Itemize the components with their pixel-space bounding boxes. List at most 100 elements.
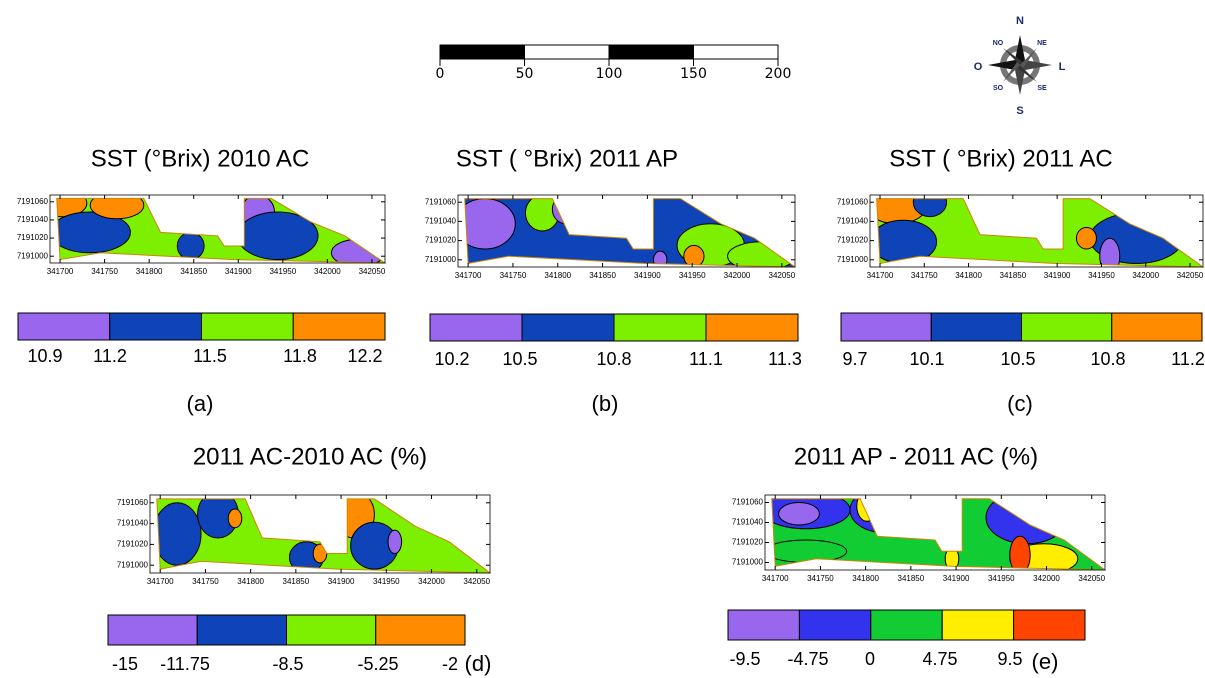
- legend-label: 9.5: [997, 649, 1022, 669]
- compass-northwest: NO: [993, 40, 1004, 47]
- legend-label: 9.7: [842, 349, 867, 369]
- legend-swatch: [109, 312, 202, 341]
- legend-swatch: [727, 609, 800, 641]
- legend-swatch: [870, 609, 943, 641]
- x-tick-label: 341800: [237, 577, 264, 586]
- x-tick-label: 342050: [359, 267, 386, 276]
- legend-swatch: [201, 312, 294, 341]
- y-tick-label: 7191040: [732, 518, 764, 527]
- legend-swatch: [107, 614, 198, 646]
- scale-bar-segment: [524, 44, 610, 60]
- x-tick-label: 341900: [634, 271, 661, 280]
- x-tick-label: 341850: [898, 574, 925, 583]
- contour-zone: [89, 198, 145, 220]
- x-tick-label: 342000: [418, 577, 445, 586]
- legend-label: 10.5: [1000, 349, 1035, 369]
- scale-bar-label: 150: [680, 66, 707, 82]
- x-tick-label: 341850: [1000, 271, 1027, 280]
- legend-label: -9.5: [729, 649, 760, 669]
- legend-label: 11.5: [193, 346, 227, 366]
- contour-zone: [778, 502, 820, 526]
- scale-bar-segment: [608, 44, 694, 60]
- x-tick-label: 341800: [955, 271, 982, 280]
- contour-zone: [856, 498, 878, 522]
- x-tick-label: 341950: [373, 577, 400, 586]
- legend-swatch: [705, 313, 799, 342]
- contour-zone: [1009, 535, 1031, 570]
- y-tick-label: 7191000: [425, 255, 457, 264]
- legend-swatch: [941, 609, 1015, 641]
- panel-title: 2011 AP - 2011 AC (%): [794, 443, 1038, 470]
- y-tick-label: 7191040: [425, 217, 457, 226]
- legend-label: -5.25: [357, 654, 398, 674]
- panel-title: SST (°Brix) 2010 AC: [91, 145, 310, 172]
- contour-zone: [1135, 201, 1171, 225]
- y-tick-label: 7191000: [732, 558, 764, 567]
- scale-bar-segment: [693, 44, 779, 60]
- legend-label: 10.8: [1090, 349, 1125, 369]
- y-tick-label: 7191020: [837, 236, 869, 245]
- legend-swatch: [1021, 312, 1113, 342]
- legend-label: -11.75: [160, 654, 210, 674]
- legend-label: 11.3: [768, 349, 802, 369]
- legend-swatch: [613, 313, 707, 342]
- legend-label: 11.2: [93, 346, 127, 366]
- scale-bar-segment: [439, 44, 525, 60]
- x-tick-label: 341900: [1044, 271, 1071, 280]
- x-tick-label: 341700: [147, 577, 174, 586]
- legend-swatch: [286, 614, 377, 646]
- contour-zone: [312, 543, 328, 564]
- field-border: [156, 498, 492, 574]
- panel-letter: (d): [465, 651, 492, 676]
- scale-bar-label: 100: [596, 66, 623, 82]
- y-tick-label: 7191020: [17, 233, 49, 242]
- legend-swatch: [798, 609, 872, 641]
- compass-east: L: [1059, 61, 1066, 73]
- compass-southwest: SO: [993, 85, 1004, 92]
- scale-bar-label: 0: [436, 66, 445, 82]
- legend-swatch: [1111, 312, 1203, 342]
- x-tick-label: 342000: [314, 267, 341, 276]
- panel-title: SST ( °Brix) 2011 AC: [889, 145, 1112, 172]
- y-tick-label: 7191060: [732, 498, 764, 507]
- y-tick-label: 7191060: [425, 197, 457, 206]
- panel-letter: (a): [187, 391, 214, 416]
- field-border: [464, 198, 797, 268]
- compass: N S L O NE NO SE SO: [974, 15, 1066, 117]
- contour-map: [156, 498, 490, 573]
- x-tick-label: 341850: [283, 577, 310, 586]
- y-tick-label: 7191060: [837, 197, 869, 206]
- panel-title: SST ( °Brix) 2011 AP: [456, 145, 678, 172]
- map-frame: [764, 494, 1106, 571]
- y-tick-label: 7191020: [732, 538, 764, 547]
- contour-zone: [1075, 226, 1097, 250]
- x-tick-label: 341750: [500, 271, 527, 280]
- contour-zone: [464, 198, 516, 250]
- contour-map: [464, 198, 795, 267]
- field-border: [771, 498, 1107, 571]
- legend-swatch: [840, 312, 932, 342]
- contour-zone: [1099, 237, 1121, 267]
- x-tick-label: 341950: [679, 271, 706, 280]
- x-tick-label: 341700: [455, 271, 482, 280]
- legend-label: -15: [112, 654, 138, 674]
- legend-swatch: [17, 312, 111, 341]
- contour-zone: [56, 211, 131, 254]
- x-tick-label: 341850: [180, 267, 207, 276]
- x-tick-label: 342000: [1033, 574, 1060, 583]
- contour-zone: [771, 539, 848, 563]
- contour-map: [771, 498, 1105, 570]
- x-tick-label: 341750: [911, 271, 938, 280]
- field-border: [876, 198, 1205, 268]
- x-tick-label: 341800: [136, 267, 163, 276]
- contour-zone: [652, 250, 668, 267]
- map-frame: [869, 194, 1204, 268]
- y-tick-label: 7191060: [117, 498, 149, 507]
- legend-label: 10.9: [27, 346, 62, 366]
- x-tick-label: 341900: [328, 577, 355, 586]
- contour-zone: [176, 231, 205, 261]
- legend-swatch: [292, 312, 386, 341]
- x-tick-label: 341750: [807, 574, 834, 583]
- legend-label: 12.2: [347, 346, 382, 366]
